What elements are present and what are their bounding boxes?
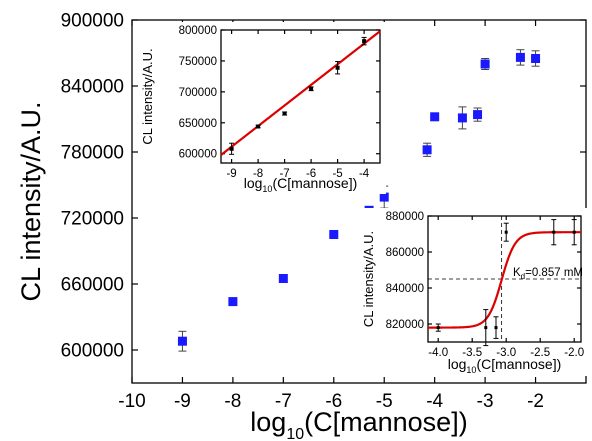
data-point xyxy=(473,110,483,120)
data-point xyxy=(552,230,556,234)
inset-linear: -9 -8 -7 -6 -5 -4 600000 650000 700000 750000 8000… xyxy=(140,22,386,194)
x-tick-label: -4 xyxy=(359,168,370,180)
y-tick-label: 860000 xyxy=(386,247,424,259)
x-tick-label: -2 xyxy=(527,391,544,412)
y-tick-label: 600000 xyxy=(179,149,217,161)
x-tick-label: -10 xyxy=(118,391,145,412)
y-tick-label: 650000 xyxy=(179,118,217,130)
data-point xyxy=(422,145,432,155)
y-tick-label: 700000 xyxy=(179,87,217,99)
y-tick-label: 840000 xyxy=(386,283,424,295)
kd-annotation: Kd=0.857 mM xyxy=(513,267,583,281)
y-tick-label: 600000 xyxy=(61,341,124,362)
x-tick-label: -7 xyxy=(275,391,292,412)
x-tick-label: -3.5 xyxy=(462,347,482,359)
x-tick-label: -5 xyxy=(332,168,342,180)
y-tick-label: 880000 xyxy=(386,211,424,223)
fit-line xyxy=(220,30,381,156)
data-point xyxy=(480,59,490,69)
y-tick-label: 660000 xyxy=(61,275,124,296)
data-point xyxy=(177,336,187,346)
x-tick-label: -4 xyxy=(426,391,443,412)
y-tick-label: 800000 xyxy=(179,25,217,37)
x-tick-label: -3 xyxy=(477,391,494,412)
x-tick-label: -7 xyxy=(279,168,289,180)
data-point xyxy=(504,230,508,234)
x-tick-label: -9 xyxy=(226,168,236,180)
inset-sigmoid-x-title: log10(C[mannose]) xyxy=(448,356,562,375)
data-point xyxy=(256,124,261,129)
x-tick-label: -4.0 xyxy=(428,347,448,359)
data-point xyxy=(282,111,287,116)
data-point xyxy=(436,326,440,330)
data-point xyxy=(572,230,576,234)
y-tick-label: 780000 xyxy=(61,143,124,164)
x-tick-label: -3.0 xyxy=(496,347,516,359)
data-point xyxy=(515,52,525,62)
y-tick-label: 720000 xyxy=(61,209,124,230)
inset-linear-y-title: CL intensity/A.U. xyxy=(140,48,155,144)
y-tick-label: 750000 xyxy=(179,56,217,68)
data-point xyxy=(329,230,339,239)
data-point xyxy=(228,297,238,307)
y-axis-title: CL intensity/A.U. xyxy=(16,101,46,301)
data-point xyxy=(494,326,498,330)
x-tick-label: -8 xyxy=(224,391,241,412)
x-tick-label: -6 xyxy=(306,168,316,180)
inset-sigmoid-y-title: CL intensity/A.U. xyxy=(361,231,376,327)
x-tick-label: -9 xyxy=(174,391,191,412)
sigmoid-fit-curve xyxy=(428,231,581,329)
inset-sigmoid: -4.0 -3.5 -3.0 -2.5 -2.0 820000 840000 860000 88… xyxy=(358,208,588,376)
data-point xyxy=(278,274,288,283)
x-tick-label: -8 xyxy=(253,168,263,180)
data-point xyxy=(229,146,234,151)
inset-linear-x-title: log10(C[mannose]) xyxy=(244,175,358,194)
data-point xyxy=(430,112,440,122)
data-point xyxy=(531,54,541,63)
x-axis-title: log10(C[mannose]) xyxy=(250,407,467,441)
y-tick-label: 900000 xyxy=(61,11,124,32)
data-point xyxy=(457,113,467,123)
data-point xyxy=(362,39,367,44)
data-point xyxy=(335,65,340,70)
x-tick-label: -5 xyxy=(376,391,393,412)
data-point xyxy=(309,86,314,91)
y-tick-label: 840000 xyxy=(61,77,124,98)
x-tick-label: -6 xyxy=(325,391,342,412)
data-point xyxy=(379,192,389,202)
x-tick-label: -2.0 xyxy=(564,347,584,359)
x-tick-label: -2.5 xyxy=(530,347,550,359)
data-point xyxy=(484,326,488,330)
y-tick-label: 820000 xyxy=(386,319,424,331)
